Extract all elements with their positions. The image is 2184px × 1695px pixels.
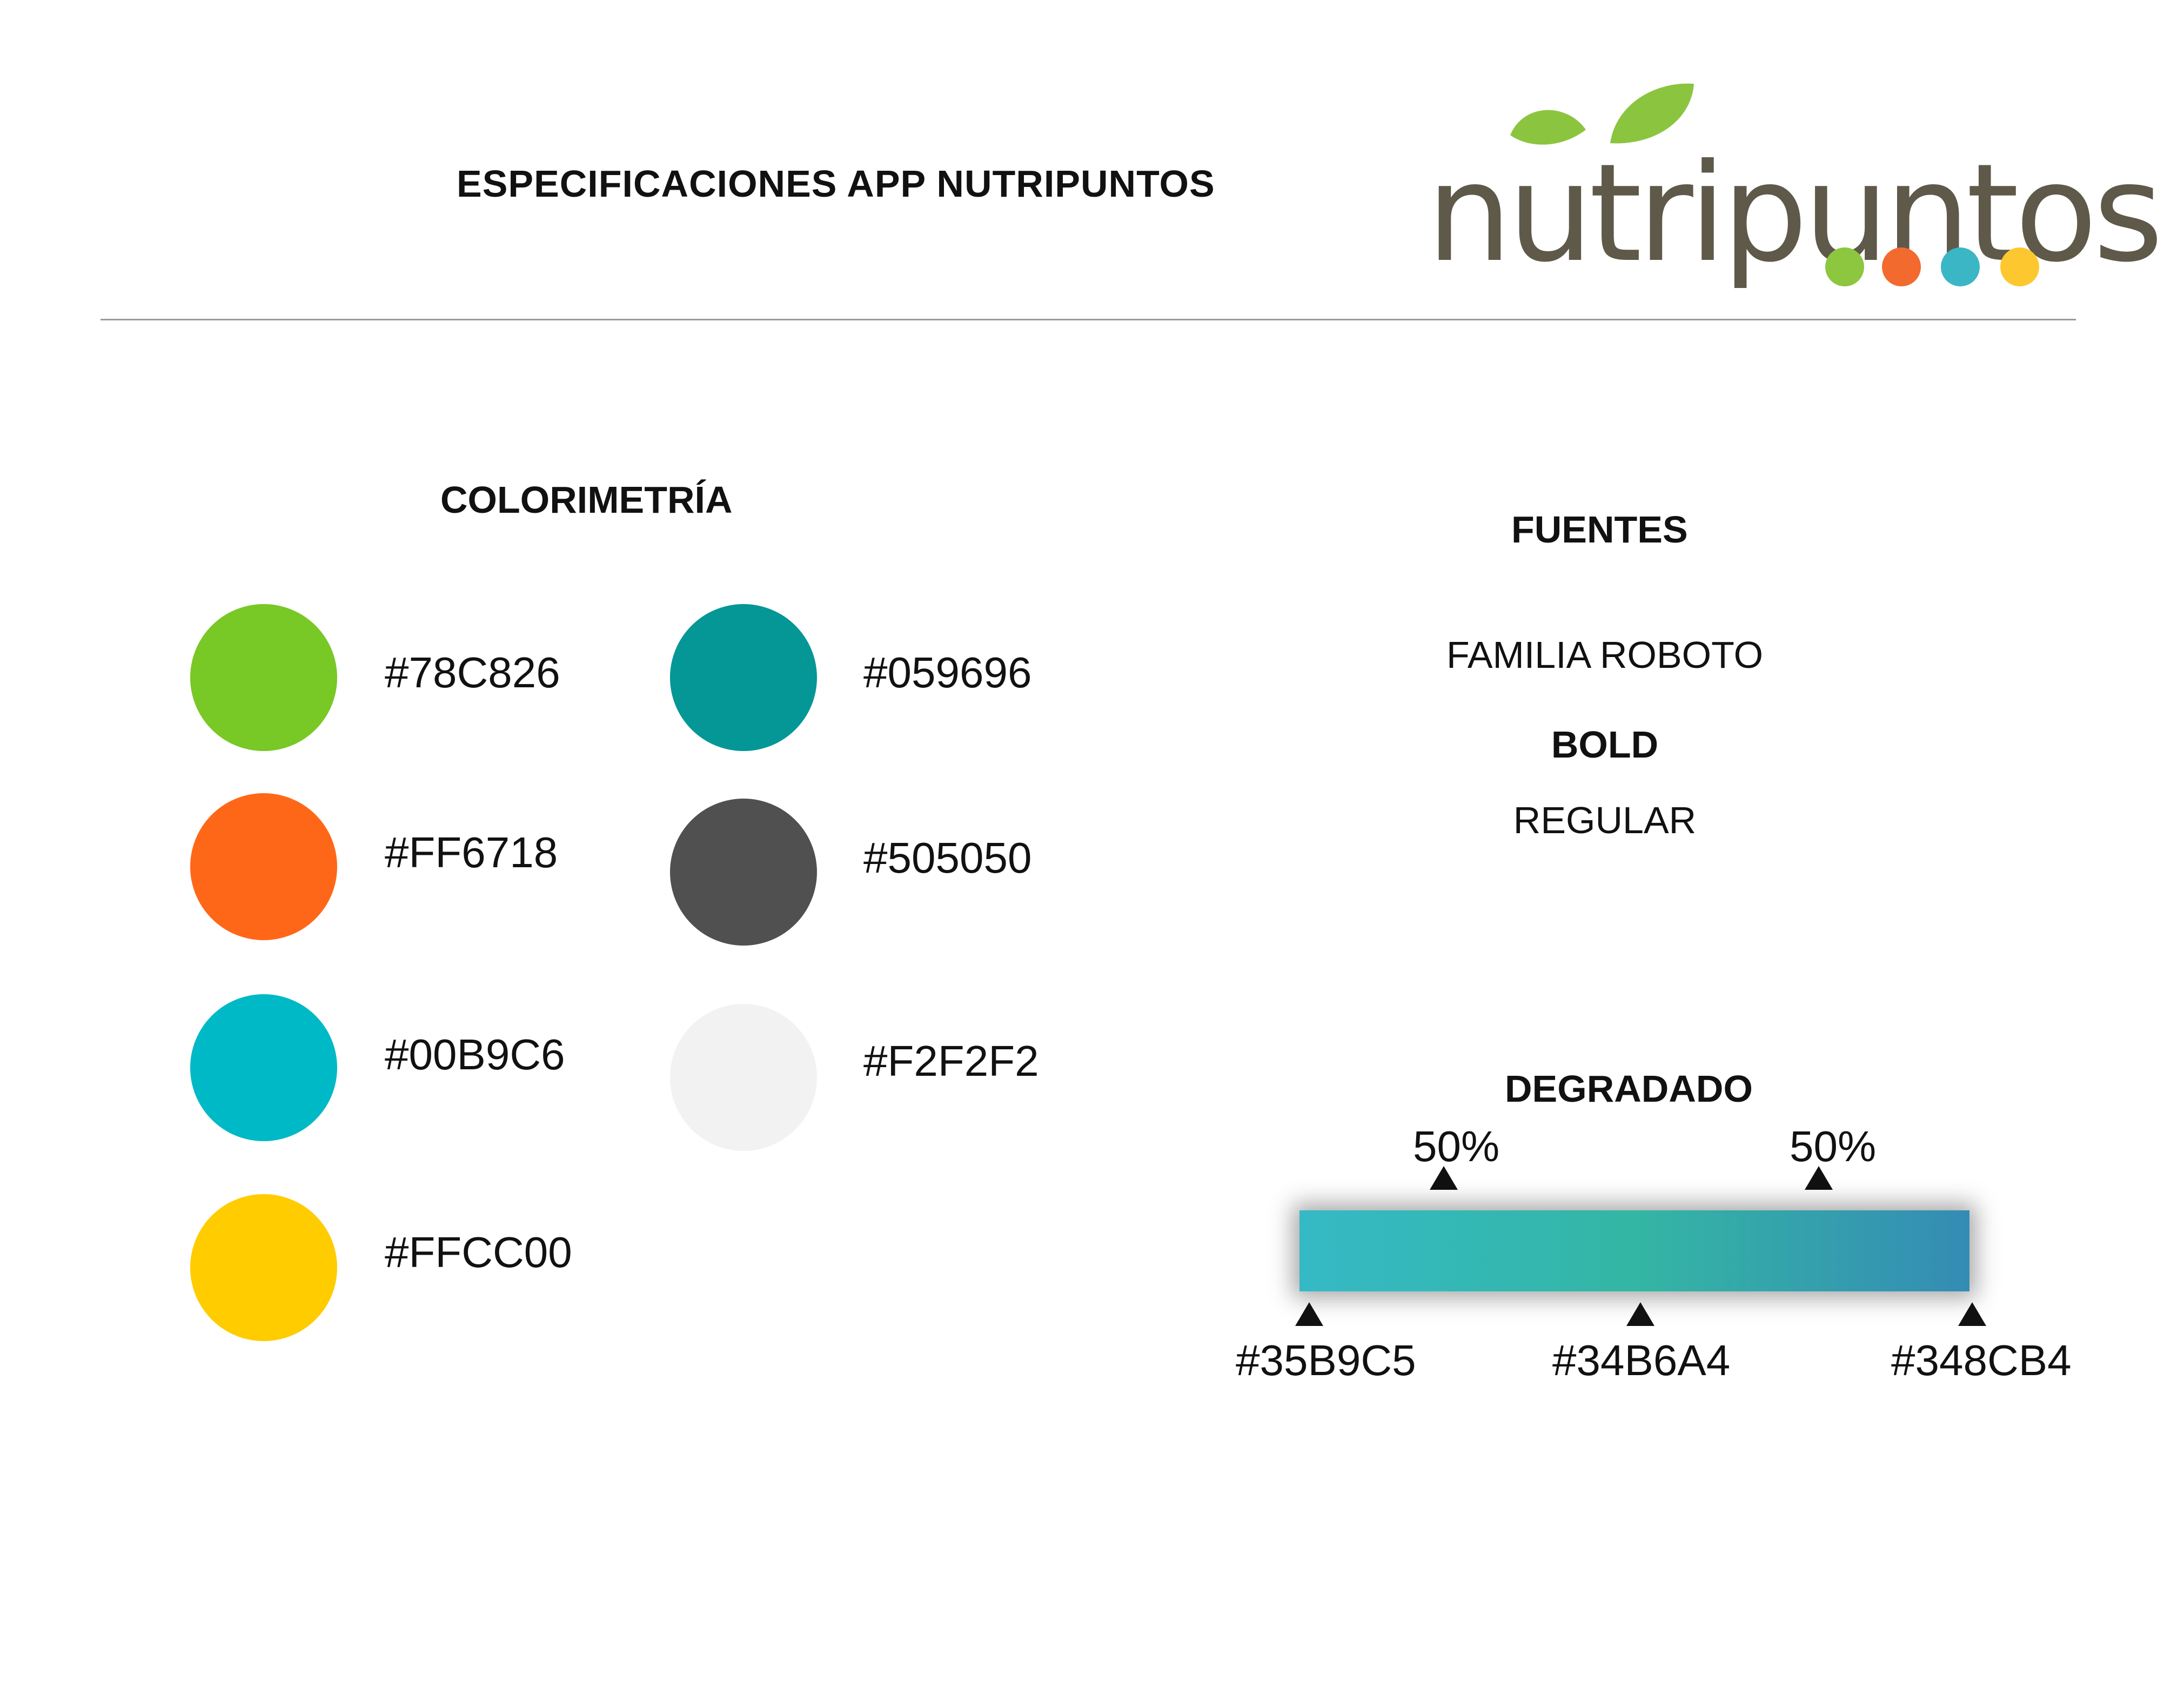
color-label-teal: #059696 [863,648,1032,696]
color-label-light-gray: #F2F2F2 [863,1037,1039,1085]
color-swatch-green [190,604,337,751]
stop-middle-marker-icon [1626,1302,1654,1326]
gradient-stop-start-label: #35B9C5 [1236,1336,1416,1384]
gradient-midpoint-left-label: 50% [1413,1122,1500,1170]
midpoint-right-marker-icon [1805,1166,1833,1190]
fuentes-heading: FUENTES [1511,508,1688,551]
color-swatch-teal [670,604,817,751]
color-swatch-light-gray [670,1004,817,1151]
gradient-stop-middle-label: #34B6A4 [1552,1336,1731,1384]
nutripuntos-logo: nutripuntos [1426,76,2163,303]
logo-dot-yellow [2000,247,2039,286]
color-label-dark-gray: #505050 [863,834,1032,882]
gradient-stop-end-label: #348CB4 [1891,1336,2072,1384]
page-title: ESPECIFICACIONES APP NUTRIPUNTOS [457,163,1215,205]
logo-dot-cyan [1941,247,1980,286]
stop-start-marker-icon [1295,1302,1323,1326]
color-label-green: #78C826 [385,648,560,696]
degradado-heading: DEGRADADO [1505,1068,1753,1110]
color-swatch-dark-gray [670,799,817,946]
font-weight-regular-label: REGULAR [1513,799,1697,841]
right-leaf-icon [1610,83,1694,144]
font-weight-bold-label: BOLD [1551,723,1659,766]
color-label-orange: #FF6718 [385,828,558,876]
color-swatch-orange [190,793,337,940]
color-label-yellow: #FFCC00 [385,1228,572,1276]
logo-wordmark: nutripuntos [1426,135,2163,292]
color-swatch-cyan [190,994,337,1141]
gradient-midpoint-right-label: 50% [1790,1122,1877,1170]
left-leaf-icon [1510,110,1586,145]
stop-end-marker-icon [1958,1302,1986,1326]
colorimetria-heading: COLORIMETRÍA [440,479,733,521]
color-swatch-yellow [190,1194,337,1341]
logo-dot-green [1825,247,1864,286]
midpoint-left-marker-icon [1430,1166,1458,1190]
gradient-bar [1299,1210,1969,1291]
logo-dot-orange [1882,247,1921,286]
header-divider [101,319,2076,320]
color-label-cyan: #00B9C6 [385,1030,565,1078]
font-family-label: FAMILIA ROBOTO [1446,634,1764,676]
